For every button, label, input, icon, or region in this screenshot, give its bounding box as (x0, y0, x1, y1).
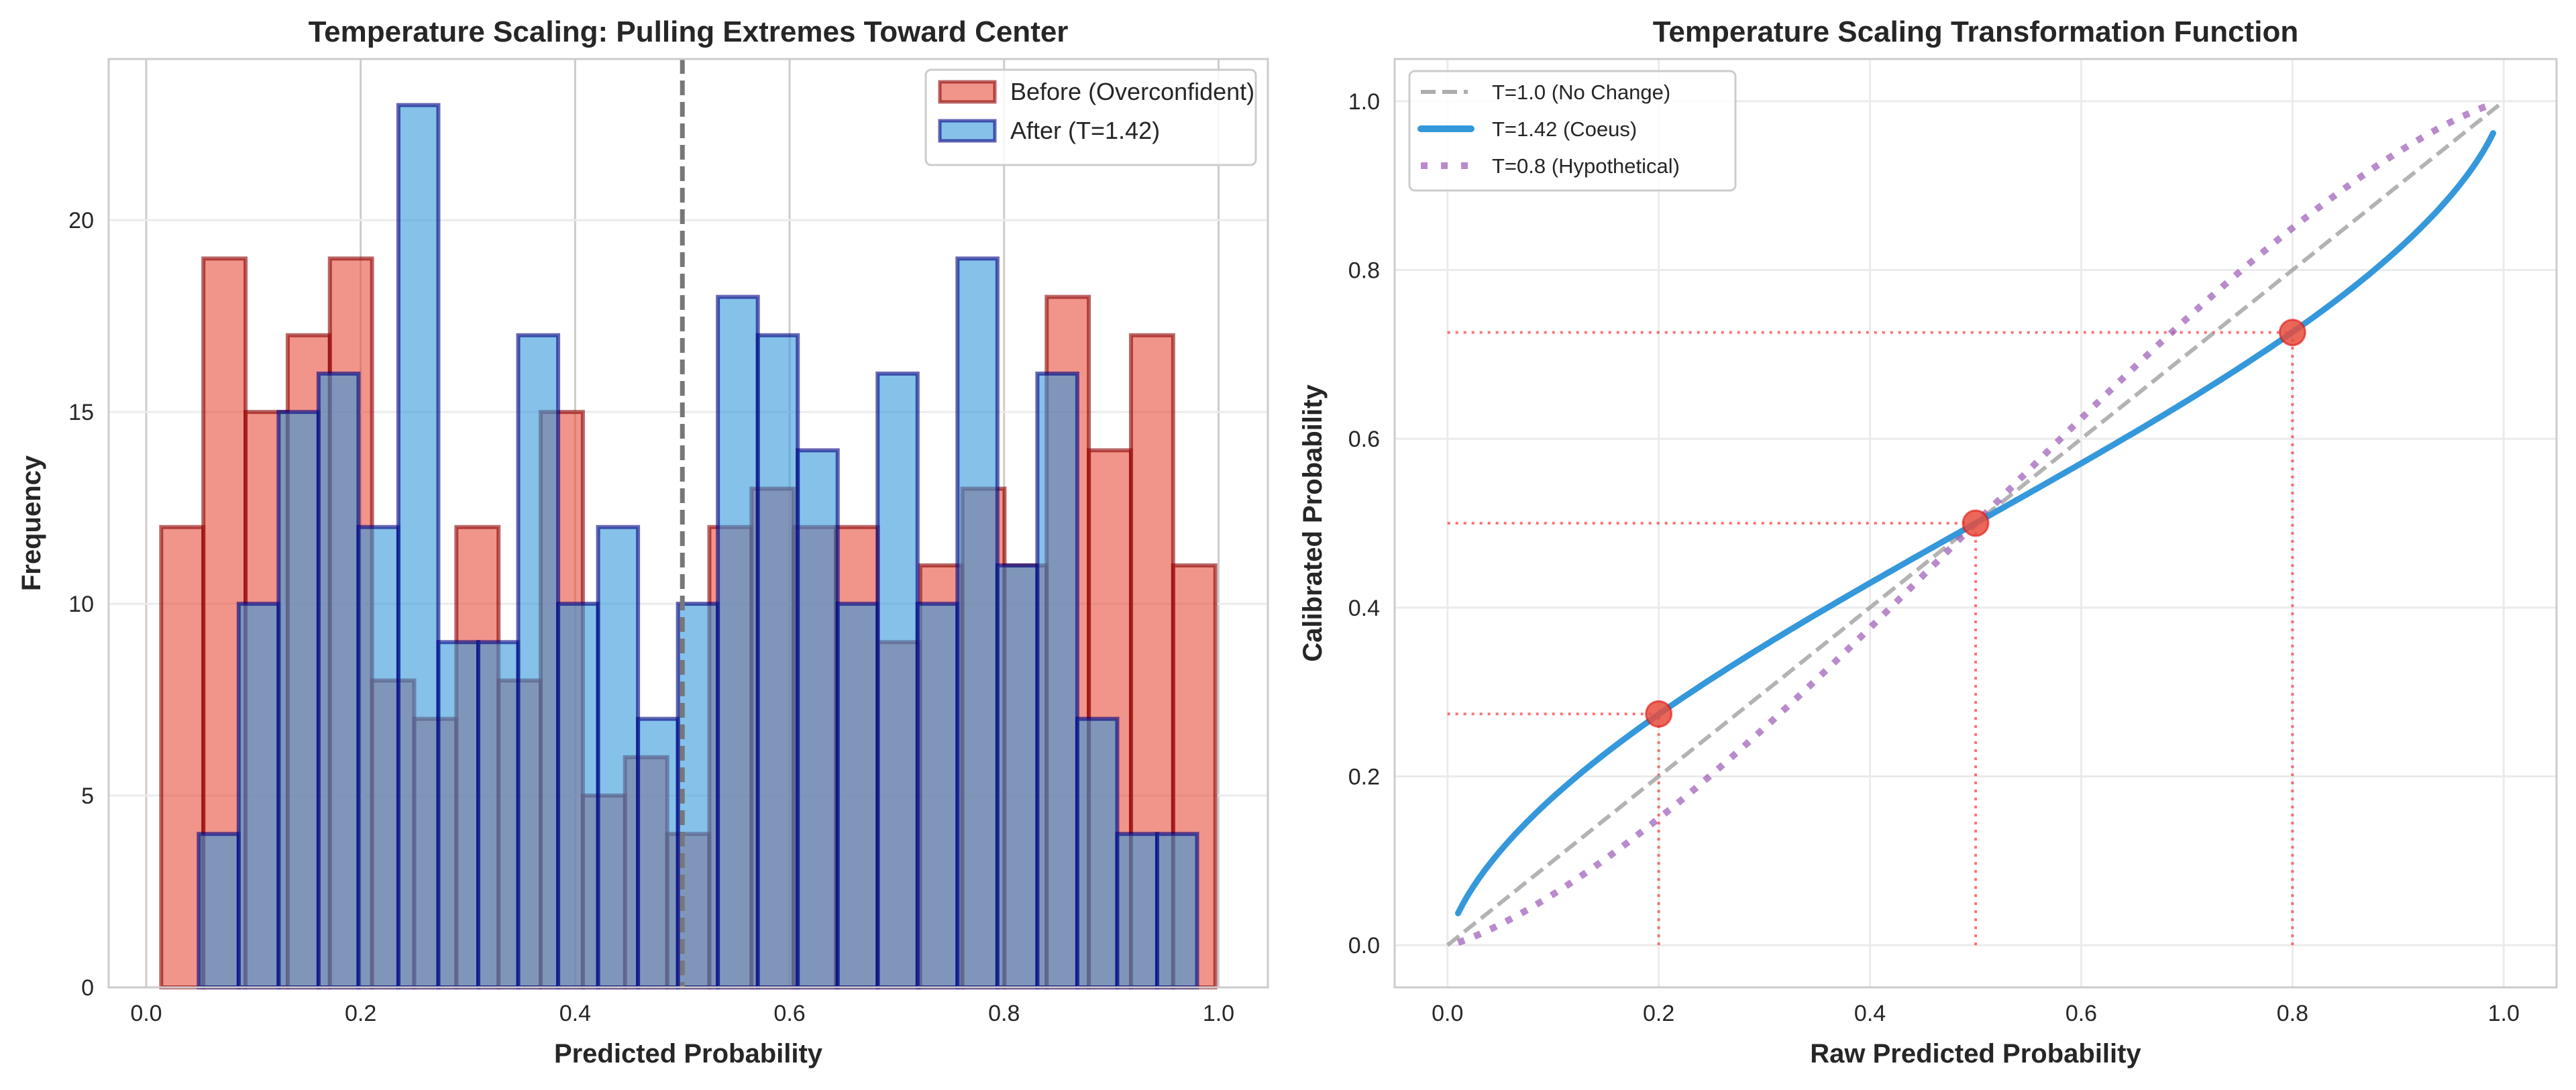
legend-frame (1408, 70, 1737, 192)
axes-frame (107, 58, 1269, 989)
bar-after (396, 103, 441, 990)
bar-after (955, 256, 1000, 989)
y-tick-label: 15 (68, 400, 94, 425)
x-tick-label: 1.0 (2488, 1001, 2520, 1026)
y-tick-label: 10 (68, 592, 94, 617)
legend-label-before: Before (Overconfident) (1010, 78, 1254, 105)
y-tick-label: 20 (68, 208, 94, 233)
legend-label-coeus: T=1.42 (Coeus) (1492, 117, 1637, 141)
bar-after (875, 371, 920, 989)
x-tick-label: 0.4 (559, 1001, 591, 1026)
x-tick-label: 0.8 (2277, 1001, 2308, 1026)
bar-after (1035, 371, 1079, 989)
chart-title: Temperature Scaling Transformation Funct… (1653, 15, 2298, 48)
y-tick-label: 1.0 (1348, 89, 1380, 115)
legend-swatch-after (938, 119, 997, 143)
highlight-point (1962, 509, 1990, 537)
x-tick-label: 0.0 (1432, 1001, 1463, 1026)
bar-after (755, 333, 800, 989)
bar-after (436, 640, 480, 989)
y-tick-label: 0.8 (1348, 258, 1380, 284)
bar-after (636, 716, 680, 989)
y-tick-label: 0.2 (1348, 764, 1380, 789)
transformation-panel: 0.0 0.2 0.4 0.6 0.8 1.0 0.0 0.2 0.4 0.6 0.8 1.0 Tem… (1298, 15, 2558, 1069)
bar-after (596, 525, 641, 989)
ticks: 0.0 0.2 0.4 0.6 0.8 1.0 0.0 0.2 0.4 0.6 0.8 1.0 (1348, 89, 2520, 1026)
bar-after (516, 333, 561, 989)
x-tick-label: 1.0 (1203, 1001, 1234, 1026)
x-tick-label: 0.6 (773, 1001, 805, 1026)
bar-after (316, 371, 361, 989)
bar-after (197, 832, 241, 989)
bar-after (915, 602, 960, 989)
bar-after (276, 410, 321, 989)
highlight-point (1645, 700, 1673, 728)
bar-after (1075, 716, 1120, 989)
legend: T=1.0 (No Change) T=1.42 (Coeus) T=0.8 (… (1408, 70, 1737, 192)
ticks: 0.0 0.2 0.4 0.6 0.8 1.0 0 5 10 15 20 (68, 208, 1234, 1026)
legend-swatch-before (938, 80, 997, 104)
y-tick-label: 0 (81, 975, 94, 1001)
highlight-point (2278, 319, 2306, 347)
y-tick-label: 0.0 (1348, 933, 1380, 959)
bar-after (356, 525, 400, 989)
y-tick-label: 0.4 (1348, 596, 1380, 621)
x-tick-label: 0.6 (2065, 1001, 2097, 1026)
bar-after (1155, 832, 1199, 989)
x-tick-label: 0.4 (1854, 1001, 1886, 1026)
curve-t-0-8-hypothetical (1456, 101, 2495, 946)
bar-after (995, 563, 1040, 989)
y-tick-label: 5 (81, 783, 94, 809)
chart-title: Temperature Scaling: Pulling Extremes To… (309, 15, 1069, 48)
bar-after (476, 640, 521, 989)
x-tick-label: 0.2 (1643, 1001, 1674, 1026)
legend: Before (Overconfident) After (T=1.42) (924, 68, 1257, 166)
legend-label-identity: T=1.0 (No Change) (1492, 80, 1670, 104)
x-tick-label: 0.0 (130, 1001, 162, 1026)
bar-after (1115, 832, 1159, 989)
y-axis-label: Frequency (17, 455, 46, 591)
highlight-points (1645, 319, 2306, 728)
legend-frame (924, 68, 1257, 166)
legend-label-after: After (T=1.42) (1010, 117, 1160, 144)
y-tick-label: 0.6 (1348, 427, 1380, 452)
bar-after (835, 602, 880, 989)
bar-after (236, 602, 281, 989)
bar-after (796, 448, 840, 989)
legend-label-hypothetical: T=0.8 (Hypothetical) (1492, 154, 1680, 178)
axes-frame (1393, 58, 2558, 989)
histogram-panel: 0.0 0.2 0.4 0.6 0.8 1.0 0 5 10 15 20 Temperature S… (17, 15, 1269, 1069)
bar-after (556, 602, 600, 989)
x-axis-label: Predicted Probability (554, 1039, 823, 1069)
bars (159, 103, 1218, 990)
x-tick-label: 0.2 (345, 1001, 376, 1026)
x-axis-label: Raw Predicted Probability (1810, 1039, 2141, 1069)
y-axis-label: Calibrated Probability (1298, 384, 1328, 662)
bar-after (716, 294, 760, 990)
x-tick-label: 0.8 (988, 1001, 1020, 1026)
